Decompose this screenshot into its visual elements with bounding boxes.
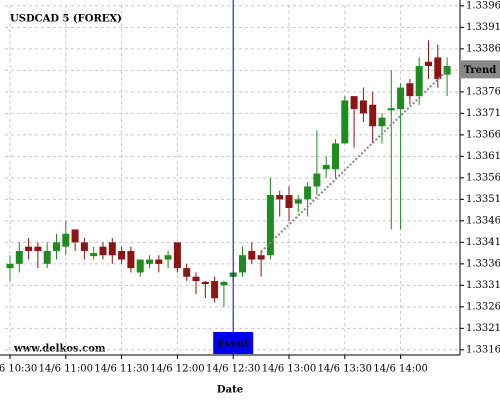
y-tick-label: 1.3386	[466, 43, 500, 54]
candle-body	[108, 242, 116, 256]
y-tick-label: 1.3346	[466, 215, 500, 226]
candle-body	[415, 66, 423, 97]
candle-body	[434, 57, 442, 79]
candle-body	[304, 186, 312, 200]
x-tick-label: 14/6 14:00	[373, 364, 427, 375]
y-tick-label: 1.3396	[466, 0, 500, 11]
x-tick-label: 14/6 10:30	[0, 364, 37, 375]
event-label: Event	[217, 339, 249, 350]
trend-label: Trend	[464, 65, 497, 76]
y-tick-label: 1.3371	[466, 108, 500, 119]
candle-body	[173, 242, 181, 269]
candle-body	[25, 246, 33, 251]
candle-body	[155, 259, 163, 264]
y-tick-label: 1.3316	[466, 344, 500, 355]
y-tick-label: 1.3341	[466, 237, 500, 248]
candle-body	[397, 87, 405, 110]
candle-body	[369, 104, 377, 127]
candle-body	[192, 276, 200, 282]
y-tick-label: 1.3356	[466, 172, 500, 183]
candle-body	[62, 233, 70, 247]
candle-body	[15, 250, 23, 264]
candle-body	[53, 242, 60, 251]
candle-body	[359, 100, 367, 114]
candle-body	[257, 255, 265, 260]
candle-body	[211, 281, 219, 299]
candle-body	[313, 173, 321, 187]
trend-line	[260, 69, 448, 253]
x-tick-label: 14/6 13:00	[262, 364, 316, 375]
candle-body	[99, 246, 107, 256]
candle-body	[43, 250, 51, 264]
y-tick-label: 1.3326	[466, 301, 500, 312]
candle-body	[146, 259, 153, 264]
x-tick-label: 14/6 12:00	[150, 364, 204, 375]
candle-body	[127, 250, 135, 269]
candle-body	[341, 100, 349, 144]
candle-body	[183, 268, 191, 277]
candle-body	[34, 246, 42, 251]
x-axis-label: Date	[217, 385, 243, 396]
trend-label-box	[460, 60, 500, 79]
candle-body	[285, 195, 293, 208]
candle-body	[294, 199, 302, 204]
y-tick-label: 1.3376	[466, 86, 500, 97]
candle-body	[71, 229, 79, 243]
x-tick-label: 14/6 11:30	[94, 364, 148, 375]
candle-body	[239, 255, 246, 273]
candle-body	[425, 61, 432, 67]
candle-body	[90, 253, 98, 257]
candle-body	[443, 66, 451, 75]
candle-body	[332, 143, 339, 170]
y-tick-label: 1.3331	[466, 280, 500, 291]
candle-body	[406, 83, 414, 97]
y-tick-label: 1.3361	[466, 151, 500, 162]
y-tick-label: 1.3391	[466, 22, 500, 33]
candle-body	[266, 195, 274, 256]
candle-body	[164, 255, 172, 260]
watermark: www.delkos.com	[13, 344, 106, 355]
candle-body	[248, 250, 256, 260]
candle-body	[378, 117, 386, 127]
candle-body	[118, 250, 126, 260]
y-tick-label: 1.3351	[466, 194, 500, 205]
candle-body	[136, 259, 144, 273]
y-tick-label: 1.3321	[466, 323, 500, 334]
candle-body	[387, 108, 395, 111]
x-tick-label: 14/6 12:30	[206, 364, 260, 375]
event-label-box	[213, 332, 254, 354]
y-tick-label: 1.3366	[466, 129, 500, 140]
candle-body	[350, 96, 358, 110]
candle-body	[201, 281, 209, 285]
x-tick-label: 14/6 13:30	[318, 364, 372, 375]
candle-body	[322, 164, 330, 170]
candle-body	[220, 281, 228, 286]
y-tick-label: 1.3336	[466, 258, 500, 269]
x-tick-label: 14/6 11:00	[39, 364, 93, 375]
candle-body	[276, 195, 284, 200]
candle-body	[80, 242, 88, 251]
candle-body	[6, 263, 14, 269]
